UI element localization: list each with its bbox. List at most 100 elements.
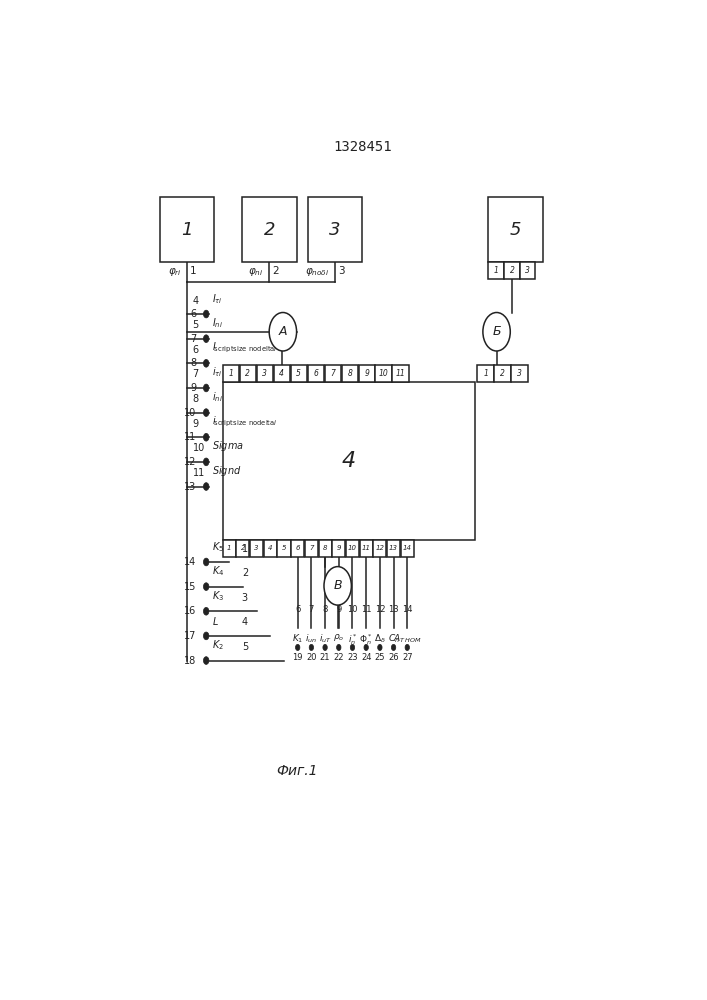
Circle shape [204, 483, 209, 490]
Text: 12: 12 [184, 457, 197, 467]
Text: 13: 13 [389, 545, 398, 551]
Circle shape [204, 657, 209, 664]
Bar [277, 540, 291, 557]
Circle shape [350, 644, 355, 651]
Text: 8: 8 [192, 394, 199, 404]
Text: 3: 3 [329, 221, 341, 239]
Circle shape [483, 312, 510, 351]
Text: 11: 11 [192, 468, 205, 478]
Text: $i_{ni}$: $i_{ni}$ [211, 390, 223, 404]
Circle shape [204, 409, 209, 416]
Text: 23: 23 [347, 653, 358, 662]
Text: 9: 9 [192, 419, 199, 429]
Text: 3: 3 [525, 266, 530, 275]
Text: 13: 13 [388, 605, 399, 614]
Text: $C_n$: $C_n$ [387, 632, 399, 645]
Text: 2: 2 [272, 266, 279, 276]
Text: 5: 5 [281, 545, 286, 551]
Text: 4: 4 [279, 369, 284, 378]
Bar [401, 540, 414, 557]
Bar [223, 382, 474, 540]
Text: 1: 1 [227, 545, 231, 551]
Text: 13: 13 [184, 482, 197, 492]
Text: 15: 15 [184, 582, 197, 592]
Text: 7: 7 [190, 334, 197, 344]
Text: 6: 6 [296, 545, 300, 551]
Text: $\Phi_n^*$: $\Phi_n^*$ [359, 632, 373, 647]
Bar [257, 365, 273, 382]
Bar [373, 540, 387, 557]
Circle shape [204, 335, 209, 343]
Bar [520, 262, 535, 279]
Text: 4: 4 [242, 617, 248, 627]
Text: $K_2$: $K_2$ [211, 638, 223, 652]
Text: 14: 14 [402, 605, 412, 614]
Text: 12: 12 [375, 545, 385, 551]
Text: 5: 5 [242, 642, 248, 652]
Text: $Sigma$: $Sigma$ [211, 439, 244, 453]
Text: 2: 2 [245, 369, 250, 378]
Bar [308, 365, 324, 382]
Text: 3: 3 [242, 593, 248, 603]
Bar [291, 365, 307, 382]
Bar [387, 540, 400, 557]
Bar [341, 365, 358, 382]
Circle shape [204, 310, 209, 318]
Text: $i_{uT}$: $i_{uT}$ [319, 632, 332, 645]
Bar [489, 262, 503, 279]
Bar [358, 365, 375, 382]
Text: 20: 20 [306, 653, 317, 662]
Text: 4: 4 [341, 451, 356, 471]
Text: 6: 6 [192, 345, 199, 355]
Text: 4: 4 [268, 545, 272, 551]
Text: 8: 8 [323, 545, 327, 551]
Bar [504, 262, 520, 279]
Text: 5: 5 [296, 369, 301, 378]
Text: $L$: $L$ [211, 615, 218, 627]
Circle shape [204, 558, 209, 566]
Bar [160, 197, 214, 262]
Text: 7: 7 [309, 545, 314, 551]
Text: $Signd$: $Signd$ [211, 464, 241, 478]
Text: Б: Б [492, 325, 501, 338]
Circle shape [204, 433, 209, 441]
Text: 1: 1 [493, 266, 498, 275]
Text: 18: 18 [184, 656, 197, 666]
Text: 10: 10 [348, 545, 357, 551]
Text: $i_n^*$: $i_n^*$ [348, 632, 357, 647]
Text: A: A [279, 325, 287, 338]
Text: 7: 7 [330, 369, 335, 378]
Bar [494, 365, 511, 382]
Bar [274, 365, 290, 382]
Text: 10: 10 [184, 408, 197, 418]
Circle shape [392, 644, 396, 651]
Text: 27: 27 [402, 653, 413, 662]
Bar [346, 540, 359, 557]
Bar [375, 365, 392, 382]
Text: 8: 8 [322, 605, 328, 614]
Bar [264, 540, 277, 557]
Text: 5: 5 [192, 320, 199, 330]
Circle shape [269, 312, 297, 351]
Text: 1: 1 [181, 221, 193, 239]
Text: 9: 9 [364, 369, 369, 378]
Text: 5: 5 [510, 221, 522, 239]
Text: $A_{T\,HOM}$: $A_{T\,HOM}$ [393, 632, 421, 645]
Text: 3: 3 [255, 545, 259, 551]
Text: 1: 1 [483, 369, 488, 378]
Text: $\rho_o$: $\rho_o$ [333, 632, 344, 643]
Circle shape [204, 607, 209, 615]
Text: $K_4$: $K_4$ [211, 564, 224, 578]
Bar [392, 365, 409, 382]
Text: $\varphi_{ri}$: $\varphi_{ri}$ [168, 266, 182, 278]
Text: 6: 6 [313, 369, 318, 378]
Circle shape [204, 384, 209, 392]
Bar [305, 540, 318, 557]
Text: 21: 21 [320, 653, 330, 662]
Text: $\varphi_{no\delta i}$: $\varphi_{no\delta i}$ [305, 266, 329, 278]
Bar [332, 540, 345, 557]
Text: 7: 7 [192, 369, 199, 379]
Text: 6: 6 [295, 605, 300, 614]
Text: $I_{\!\text{\scriptsize no\delta}i}$: $I_{\!\text{\scriptsize no\delta}i}$ [211, 340, 277, 355]
Text: 7: 7 [309, 605, 314, 614]
